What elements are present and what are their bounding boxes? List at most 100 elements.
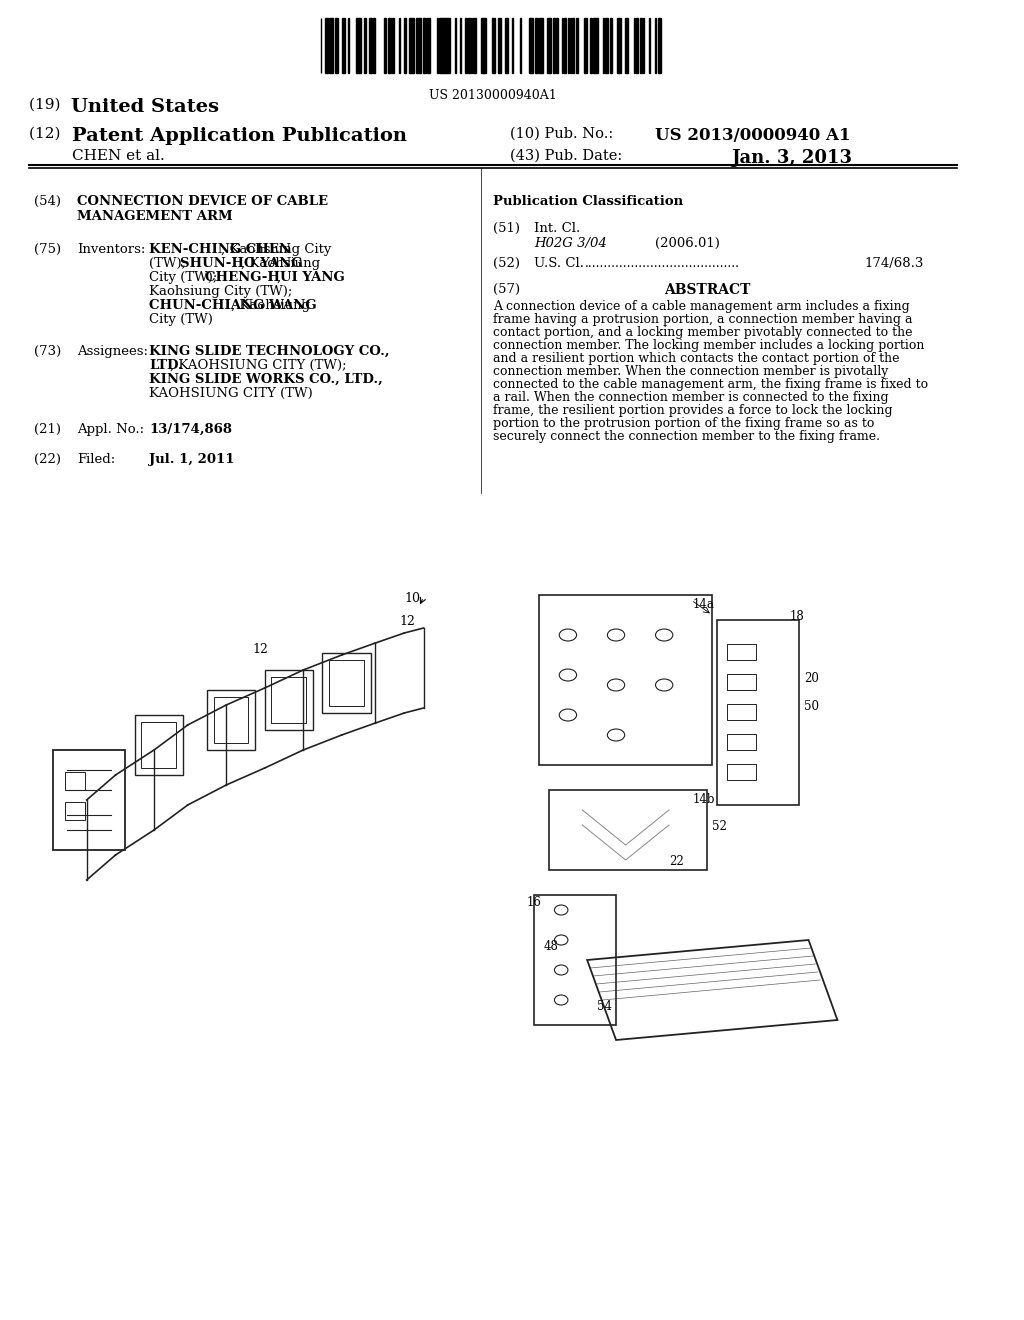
Bar — [424, 18, 426, 73]
Text: Appl. No.:: Appl. No.: — [77, 422, 144, 436]
Bar — [388, 18, 391, 73]
Text: H02G 3/04: H02G 3/04 — [535, 238, 607, 249]
Bar — [271, 677, 306, 723]
Text: Publication Classification: Publication Classification — [493, 195, 683, 209]
Bar — [323, 653, 371, 713]
Text: 12: 12 — [252, 643, 268, 656]
Bar — [207, 690, 255, 750]
Bar — [539, 595, 713, 766]
Text: CHUN-CHIANG WANG: CHUN-CHIANG WANG — [150, 300, 316, 312]
Bar — [445, 18, 449, 73]
Bar — [364, 18, 366, 73]
Bar — [359, 18, 361, 73]
Bar — [427, 18, 430, 73]
Bar — [416, 18, 419, 73]
Text: CHENG-HUI YANG: CHENG-HUI YANG — [206, 271, 345, 284]
Bar — [537, 18, 538, 73]
Text: 20: 20 — [804, 672, 818, 685]
Bar — [541, 18, 543, 73]
Text: portion to the protrusion portion of the fixing frame so as to: portion to the protrusion portion of the… — [493, 417, 874, 430]
Bar — [473, 18, 474, 73]
Text: (75): (75) — [34, 243, 60, 256]
Text: (54): (54) — [34, 195, 60, 209]
Bar — [441, 18, 443, 73]
Bar — [66, 803, 85, 820]
Bar — [329, 660, 364, 706]
Bar — [506, 18, 508, 73]
Text: (73): (73) — [34, 345, 61, 358]
Bar — [636, 18, 638, 73]
Text: 54: 54 — [597, 1001, 611, 1012]
Bar — [575, 18, 578, 73]
Text: Filed:: Filed: — [77, 453, 116, 466]
Bar — [529, 18, 531, 73]
Bar — [474, 18, 476, 73]
Text: (51): (51) — [493, 222, 520, 235]
Text: (52): (52) — [493, 257, 520, 271]
Text: 14b: 14b — [693, 793, 716, 807]
Text: a rail. When the connection member is connected to the fixing: a rail. When the connection member is co… — [493, 391, 889, 404]
Text: (TW);: (TW); — [150, 257, 190, 271]
Text: 48: 48 — [544, 940, 559, 953]
Text: U.S. Cl.: U.S. Cl. — [535, 257, 589, 271]
Bar — [135, 715, 183, 775]
Text: 13/174,868: 13/174,868 — [150, 422, 232, 436]
Bar — [326, 18, 328, 73]
Text: 14a: 14a — [693, 598, 715, 611]
Text: Kaohsiung City (TW);: Kaohsiung City (TW); — [150, 285, 293, 298]
Text: 22: 22 — [669, 855, 684, 869]
Text: (43) Pub. Date:: (43) Pub. Date: — [510, 149, 623, 162]
Bar — [493, 18, 495, 73]
Bar — [727, 675, 756, 690]
Text: SHUN-HO YANG: SHUN-HO YANG — [180, 257, 302, 271]
Text: contact portion, and a locking member pivotably connected to the: contact portion, and a locking member pi… — [493, 326, 912, 339]
Text: LTD.: LTD. — [150, 359, 183, 372]
Text: KAOHSIUNG CITY (TW): KAOHSIUNG CITY (TW) — [150, 387, 313, 400]
Bar — [549, 789, 708, 870]
Text: (12): (12) — [29, 127, 66, 141]
Bar — [727, 644, 756, 660]
Bar — [535, 895, 616, 1026]
Bar — [336, 18, 338, 73]
Text: (57): (57) — [493, 282, 520, 296]
Bar — [727, 734, 756, 750]
Text: CHEN et al.: CHEN et al. — [73, 149, 165, 162]
Text: Assignees:: Assignees: — [77, 345, 148, 358]
Bar — [625, 18, 627, 73]
Text: 18: 18 — [790, 610, 804, 623]
Text: (21): (21) — [34, 422, 60, 436]
Bar — [465, 18, 467, 73]
Text: KING SLIDE TECHNOLOGY CO.,: KING SLIDE TECHNOLOGY CO., — [150, 345, 390, 358]
Bar — [571, 18, 573, 73]
Bar — [727, 704, 756, 719]
Text: City (TW): City (TW) — [150, 313, 213, 326]
Text: Jan. 3, 2013: Jan. 3, 2013 — [731, 149, 853, 168]
Text: and a resilient portion which contacts the contact portion of the: and a resilient portion which contacts t… — [493, 352, 899, 366]
Text: ........................................: ........................................ — [586, 257, 740, 271]
Bar — [539, 18, 541, 73]
Text: (10) Pub. No.:: (10) Pub. No.: — [510, 127, 618, 141]
Bar — [343, 18, 345, 73]
Bar — [141, 722, 176, 768]
Text: (2006.01): (2006.01) — [654, 238, 720, 249]
Text: US 2013/0000940 A1: US 2013/0000940 A1 — [654, 127, 850, 144]
Bar — [556, 18, 558, 73]
Bar — [596, 18, 598, 73]
Text: KEN-CHING CHEN: KEN-CHING CHEN — [150, 243, 291, 256]
Bar — [727, 764, 756, 780]
Text: 10: 10 — [404, 591, 420, 605]
Text: 16: 16 — [526, 896, 542, 909]
Text: connection member. The locking member includes a locking portion: connection member. The locking member in… — [493, 339, 925, 352]
Text: City (TW);: City (TW); — [150, 271, 222, 284]
Text: Patent Application Publication: Patent Application Publication — [73, 127, 408, 145]
Text: frame, the resilient portion provides a force to lock the locking: frame, the resilient portion provides a … — [493, 404, 893, 417]
Bar — [585, 18, 587, 73]
Text: , KAOHSIUNG CITY (TW);: , KAOHSIUNG CITY (TW); — [170, 359, 346, 372]
Text: frame having a protrusion portion, a connection member having a: frame having a protrusion portion, a con… — [493, 313, 912, 326]
Text: ABSTRACT: ABSTRACT — [665, 282, 751, 297]
Text: 52: 52 — [713, 820, 727, 833]
Bar — [498, 18, 501, 73]
Bar — [330, 18, 332, 73]
Bar — [483, 18, 486, 73]
Bar — [594, 18, 596, 73]
